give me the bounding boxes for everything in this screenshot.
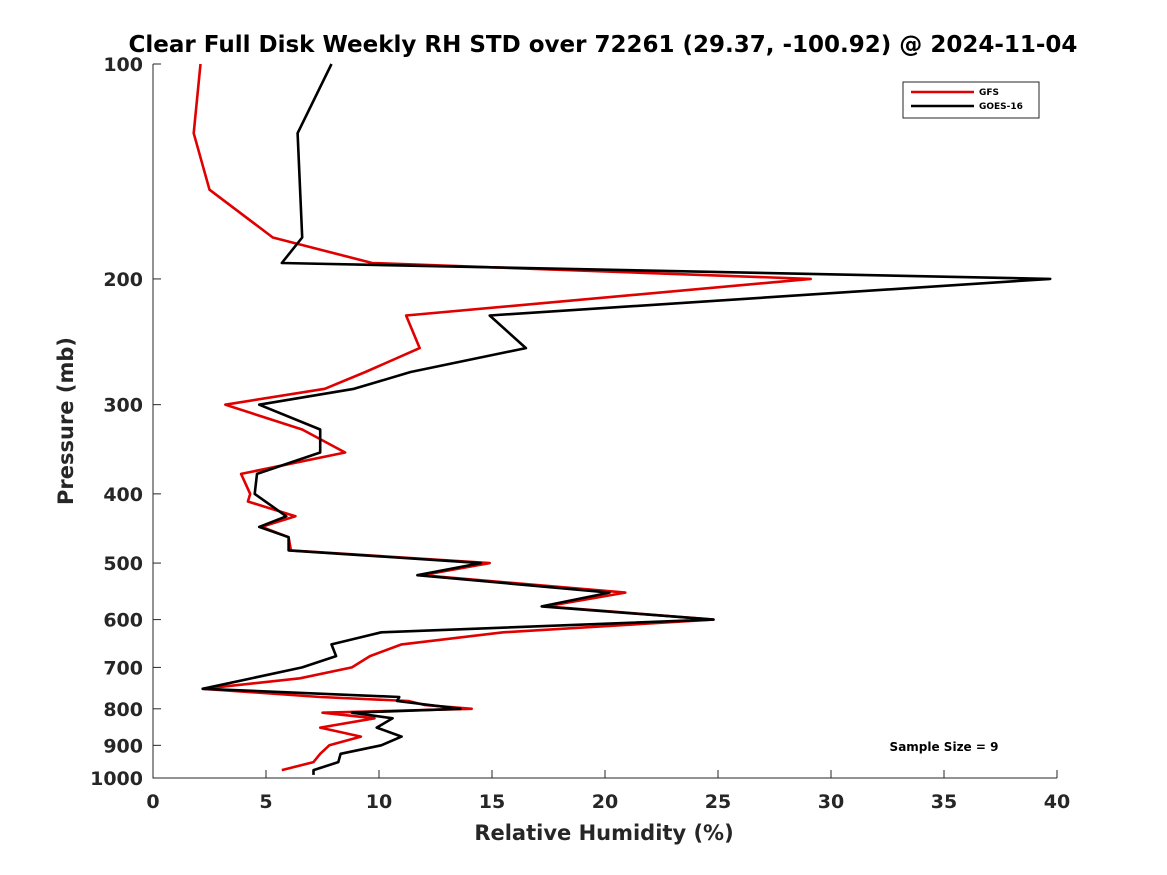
y-tick-label: 400: [103, 484, 143, 506]
x-tick-label: 35: [931, 791, 957, 813]
x-tick-label: 0: [146, 791, 159, 813]
sample-size-annotation: Sample Size = 9: [890, 740, 999, 754]
y-tick-label: 1000: [90, 768, 143, 790]
y-tick-label: 700: [103, 657, 143, 679]
y-axis-ticks: 100 200 300 400 500 600 700 800 900 1000: [90, 54, 161, 790]
legend-label-goes-16: GOES-16: [979, 102, 1023, 112]
x-tick-label: 5: [259, 791, 272, 813]
legend-box: [902, 81, 1040, 119]
y-tick-label: 600: [103, 610, 143, 632]
y-tick-label: 800: [103, 699, 143, 721]
y-tick-label: 900: [103, 735, 143, 757]
x-axis-ticks: 0 5 10 15 20 25 30 35 40: [146, 770, 1070, 813]
y-tick-label: 100: [103, 54, 143, 76]
series-line-goes-16: [201, 63, 1052, 775]
x-tick-label: 10: [366, 791, 392, 813]
legend-label-gfs: GFS: [979, 88, 999, 98]
x-axis-label: Relative Humidity (%): [474, 821, 733, 845]
x-tick-label: 25: [705, 791, 731, 813]
series-lines: [192, 63, 1052, 775]
x-tick-label: 20: [592, 791, 618, 813]
x-tick-label: 30: [818, 791, 844, 813]
y-tick-label: 300: [103, 395, 143, 417]
x-tick-label: 15: [479, 791, 505, 813]
y-tick-label: 500: [103, 553, 143, 575]
legend: GFS GOES-16: [902, 81, 1040, 119]
y-tick-label: 200: [103, 269, 143, 291]
plot-area: 0 5 10 15 20 25 30 35 40 100 200 300 400 500 600 700 80…: [90, 54, 1070, 813]
chart-title: Clear Full Disk Weekly RH STD over 72261…: [129, 32, 1078, 58]
y-axis-label: Pressure (mb): [54, 337, 78, 505]
x-tick-label: 40: [1044, 791, 1070, 813]
